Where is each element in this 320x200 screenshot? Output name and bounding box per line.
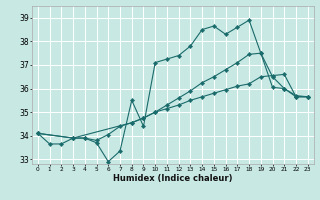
- X-axis label: Humidex (Indice chaleur): Humidex (Indice chaleur): [113, 174, 233, 183]
